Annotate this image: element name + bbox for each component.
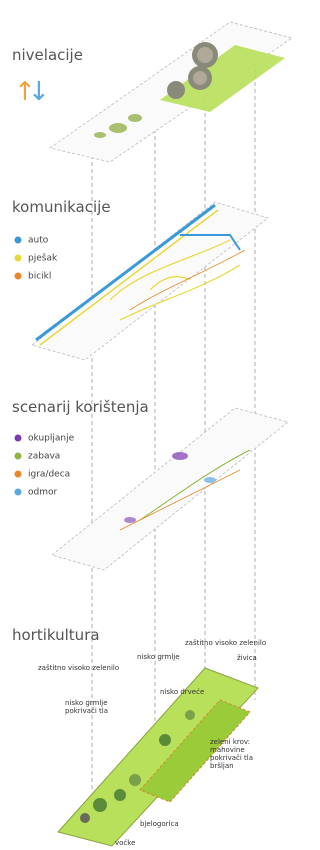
legend-dot <box>15 237 22 244</box>
legend-dot <box>15 453 22 460</box>
legend-dot <box>15 471 22 478</box>
legend-dot <box>15 273 22 280</box>
annotation: nisko grmlje <box>65 699 108 707</box>
legend-dot <box>15 435 22 442</box>
section-title: hortikultura <box>12 626 100 644</box>
annotation: bršljan <box>210 762 234 770</box>
arrow-down: ↓ <box>28 77 50 107</box>
annotation: voćke <box>115 839 135 847</box>
annotation: živica <box>237 654 257 662</box>
layer-nivelacije <box>50 22 292 162</box>
legend-label: igra/deca <box>28 470 70 480</box>
page: ↑ ↓ nivelacijekomunikacijeautopješakbici… <box>0 0 305 850</box>
legend-dot <box>15 255 22 262</box>
section-title: komunikacije <box>12 198 111 216</box>
annotation: pokrivači tla <box>65 707 108 715</box>
annotation: zeleni krov: <box>210 738 250 746</box>
layer-scenarij <box>52 408 288 570</box>
legend-label: pješak <box>28 253 58 264</box>
annotation: zaštitno visoko zelenilo <box>38 664 119 672</box>
annotation: bjelogorica <box>140 820 179 828</box>
layer-komunikacije <box>32 202 268 360</box>
legend-label: odmor <box>28 488 57 498</box>
legend-label: zabava <box>28 452 60 462</box>
legend-dot <box>15 489 22 496</box>
legend-label: okupljanje <box>28 434 75 444</box>
annotation: nisko grmlje <box>137 653 180 661</box>
annotation: nisko drveće <box>160 688 204 696</box>
legend-label: auto <box>28 236 49 246</box>
annotation: mahovine <box>210 746 245 754</box>
legend-label: bicikl <box>28 272 51 282</box>
section-title: scenarij korištenja <box>12 398 149 416</box>
annotation: pokrivači tla <box>210 754 253 762</box>
section-title: nivelacije <box>12 46 83 64</box>
annotation: zaštitno visoko zelenilo <box>185 639 266 647</box>
